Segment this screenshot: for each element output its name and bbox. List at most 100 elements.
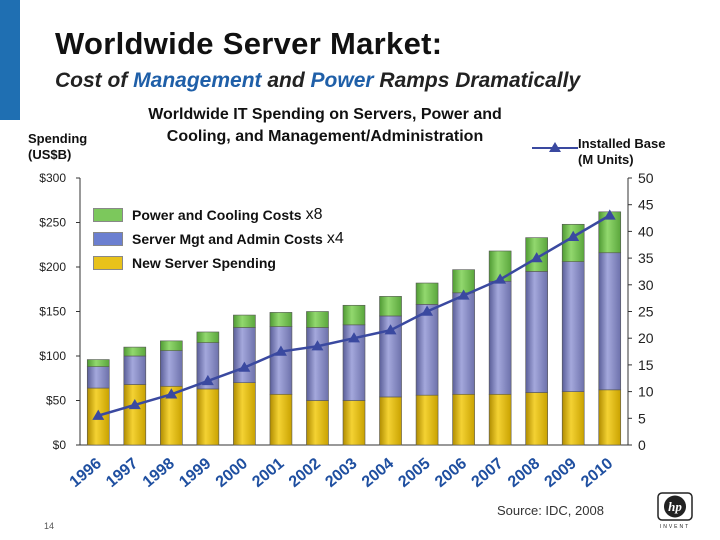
installed-base-point bbox=[603, 209, 616, 220]
bar-segment-mgmt bbox=[415, 304, 439, 396]
x-tick-label: 2002 bbox=[286, 455, 324, 491]
x-tick-label: 1997 bbox=[103, 455, 141, 491]
x-tick-label: 2007 bbox=[469, 455, 507, 491]
y-left-tick-label: $100 bbox=[39, 349, 66, 363]
bar-segment-new-server bbox=[306, 400, 329, 446]
bar-segment-power bbox=[306, 311, 329, 328]
x-tick-label: 2000 bbox=[213, 455, 251, 491]
y-left-tick-label: $300 bbox=[39, 171, 66, 185]
chart-title: Worldwide IT Spending on Servers, Power … bbox=[110, 104, 540, 148]
bar-segment-mgmt bbox=[123, 355, 147, 385]
bar-segment-new-server bbox=[452, 393, 475, 446]
y-right-tick-label: 30 bbox=[638, 277, 654, 293]
bar-segment-new-server bbox=[415, 394, 439, 446]
bar-segment-power bbox=[342, 304, 366, 326]
hp-logo: hp INVENT bbox=[657, 492, 693, 530]
installed-base-point bbox=[384, 324, 397, 335]
bar-segment-power bbox=[233, 314, 256, 328]
y-right-tick-label: 15 bbox=[638, 357, 654, 373]
y-left-tick-label: $250 bbox=[39, 216, 66, 230]
bar-segment-mgmt bbox=[488, 280, 512, 395]
y-axis-right-title: Installed Base (M Units) bbox=[578, 136, 698, 168]
bar-segment-new-server bbox=[561, 391, 585, 446]
bar-segment-mgmt bbox=[452, 292, 475, 395]
bar-segment-new-server bbox=[598, 389, 622, 446]
y-right-tick-label: 0 bbox=[638, 437, 646, 453]
bar-segment-power bbox=[123, 346, 147, 357]
chart-legend: Power and Cooling Costs x8 Server Mgt an… bbox=[93, 203, 344, 275]
legend-label-power: Power and Cooling Costs bbox=[132, 207, 302, 223]
subtitle-part: Ramps Dramatically bbox=[373, 69, 581, 92]
y-right-tick-label: 45 bbox=[638, 197, 654, 213]
y-right-tick-label: 20 bbox=[638, 330, 654, 346]
subtitle-part: and bbox=[261, 69, 311, 92]
legend-multiplier-power: x8 bbox=[305, 206, 323, 223]
y-axis-right-title-line: (M Units) bbox=[578, 152, 634, 167]
installed-base-point bbox=[348, 332, 360, 343]
installed-base-point bbox=[274, 345, 287, 356]
legend-swatch-mgmt bbox=[93, 232, 123, 246]
legend-swatch-new-server bbox=[93, 256, 123, 270]
subtitle-part: Cost of bbox=[55, 69, 134, 92]
bar-segment-new-server bbox=[525, 392, 548, 446]
bar-segment-power bbox=[196, 331, 220, 343]
y-axis-left-title-line: Spending bbox=[28, 131, 88, 146]
y-right-tick-label: 35 bbox=[638, 250, 654, 266]
source-note: Source: IDC, 2008 bbox=[497, 503, 604, 518]
installed-base-point bbox=[128, 398, 141, 410]
bar-segment-new-server bbox=[196, 388, 220, 446]
bar-segment-power bbox=[561, 223, 585, 262]
x-tick-label: 2006 bbox=[432, 455, 470, 491]
installed-base-point bbox=[201, 374, 214, 386]
subtitle-highlight: Management bbox=[133, 69, 262, 92]
x-tick-label: 2010 bbox=[578, 455, 616, 491]
bar-segment-mgmt bbox=[306, 327, 329, 401]
legend-item-power: Power and Cooling Costs x8 bbox=[93, 203, 344, 227]
installed-base-point bbox=[567, 230, 580, 241]
legend-label-new-server: New Server Spending bbox=[132, 255, 276, 271]
legend-multiplier-mgmt: x4 bbox=[326, 230, 344, 247]
bar-segment-power bbox=[86, 359, 110, 367]
y-right-tick-label: 40 bbox=[638, 223, 654, 239]
slide-title: Worldwide Server Market: bbox=[55, 26, 443, 61]
installed-base-point bbox=[165, 388, 178, 399]
x-tick-label: 1998 bbox=[140, 455, 178, 491]
installed-base-point bbox=[530, 252, 543, 263]
bar-segment-power bbox=[379, 296, 402, 317]
bar-segment-mgmt bbox=[269, 326, 293, 395]
bar-segment-new-server bbox=[269, 393, 293, 446]
x-tick-label: 2003 bbox=[322, 455, 360, 491]
y-right-tick-label: 10 bbox=[638, 384, 654, 400]
bar-segment-power bbox=[452, 269, 475, 294]
installed-base-point bbox=[238, 361, 251, 372]
bar-segment-new-server bbox=[379, 396, 402, 446]
installed-base-point bbox=[494, 273, 507, 284]
x-tick-label: 2009 bbox=[542, 455, 580, 491]
bar-segment-mgmt bbox=[160, 350, 183, 387]
bar-segment-mgmt bbox=[525, 271, 548, 393]
x-tick-label: 1999 bbox=[176, 455, 214, 491]
y-left-tick-label: $200 bbox=[39, 260, 66, 274]
y-right-tick-label: 50 bbox=[638, 170, 654, 186]
installed-base-point bbox=[421, 305, 434, 316]
x-tick-label: 1996 bbox=[67, 455, 105, 491]
installed-base-point bbox=[457, 289, 470, 300]
logo-text: hp bbox=[668, 499, 682, 514]
bar-segment-mgmt bbox=[233, 327, 256, 383]
logo-tagline: INVENT bbox=[660, 524, 690, 530]
y-right-tick-label: 25 bbox=[638, 304, 654, 320]
y-left-tick-label: $150 bbox=[39, 305, 66, 319]
chart-title-line: Cooling, and Management/Administration bbox=[166, 128, 484, 145]
chart-title-line: Worldwide IT Spending on Servers, Power … bbox=[148, 106, 502, 123]
installed-base-point bbox=[311, 340, 324, 351]
bar-segment-new-server bbox=[123, 384, 147, 446]
x-tick-label: 2005 bbox=[395, 455, 433, 491]
legend-item-mgmt: Server Mgt and Admin Costs x4 bbox=[93, 227, 344, 251]
x-tick-label: 2004 bbox=[359, 455, 397, 491]
y-axis-right-title-line: Installed Base bbox=[578, 136, 666, 151]
y-left-tick-label: $0 bbox=[53, 438, 67, 452]
bar-segment-power bbox=[160, 340, 183, 351]
bar-segment-mgmt bbox=[561, 261, 585, 392]
bar-segment-new-server bbox=[233, 382, 256, 446]
